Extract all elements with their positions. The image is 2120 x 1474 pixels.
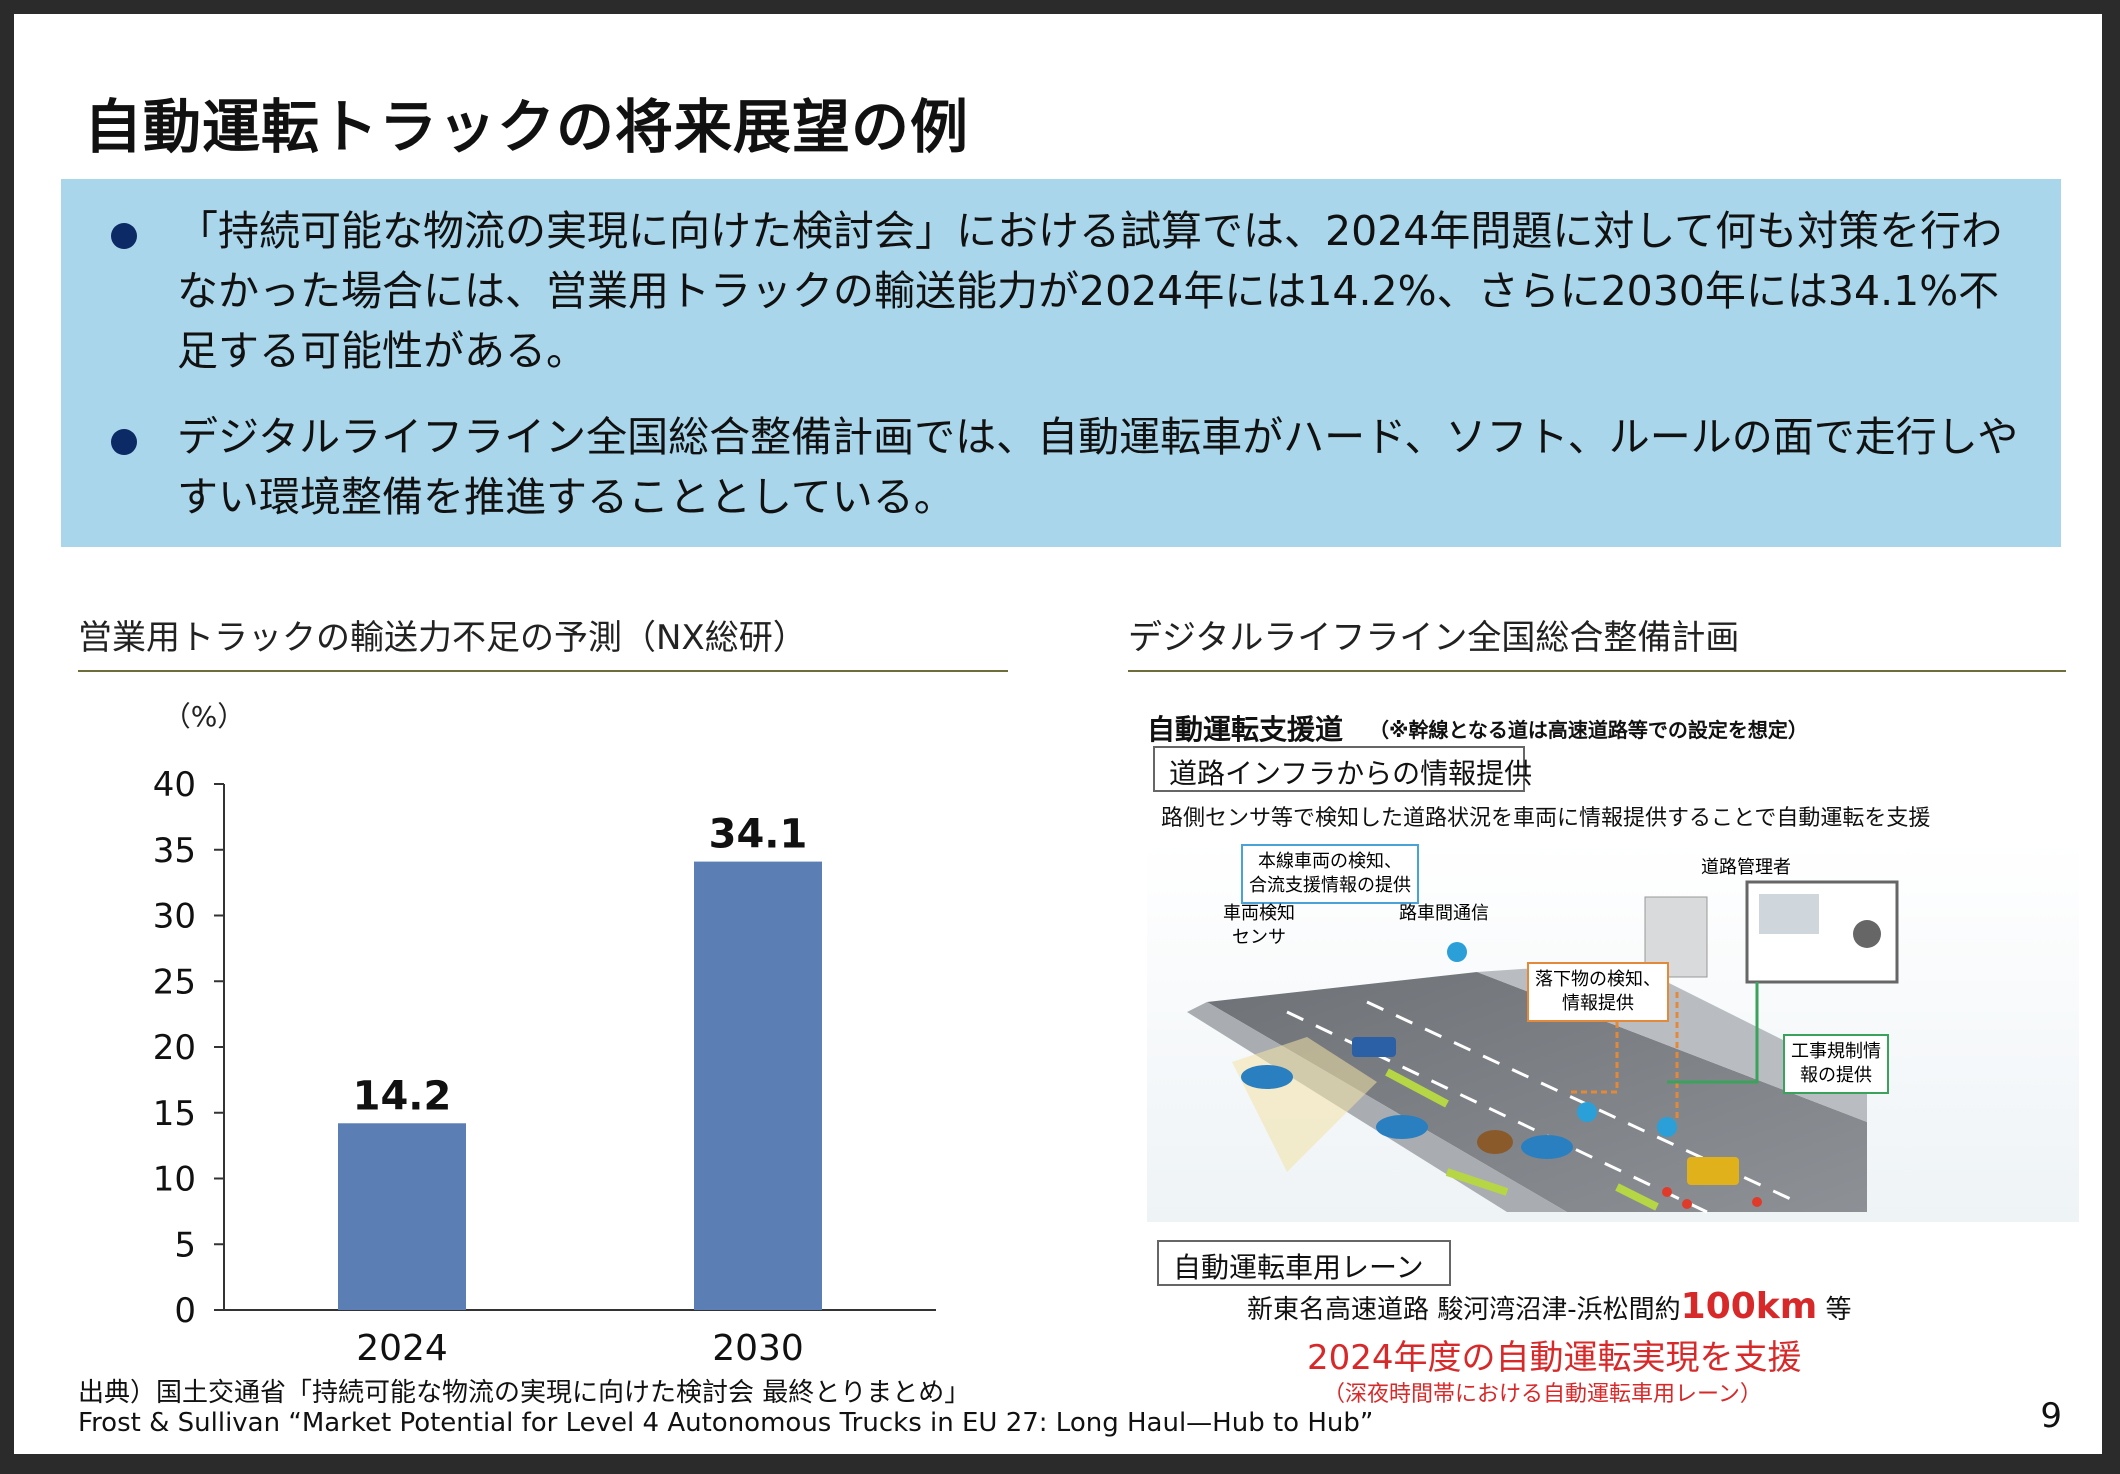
vehicle-icon xyxy=(1241,1065,1293,1089)
road-surface xyxy=(1207,972,1867,1212)
cone-icon xyxy=(1682,1199,1692,1209)
bar-value-label: 14.2 xyxy=(353,1073,452,1119)
bar-chart: （%） 0 5 10 15 20 25 30 35 40 14.2 2024 34.1 2030 xyxy=(153,700,936,1369)
y-tick-label: 40 xyxy=(153,765,196,805)
support-note: （深夜時間帯における自動運転車用レーン） xyxy=(1323,1382,1762,1407)
bar xyxy=(338,1123,466,1310)
bar-value-label: 34.1 xyxy=(709,812,808,858)
operator-icon xyxy=(1853,920,1881,948)
source-line-1: 出典）国土交通省「持続可能な物流の実現に向けた検討会 最終とりまとめ」 xyxy=(78,1378,971,1408)
info-arrow xyxy=(1667,982,1759,1084)
page-title: 自動運転トラックの将来展望の例 xyxy=(84,93,970,161)
infra-info-box: 道路インフラからの情報提供 xyxy=(1153,746,1532,792)
chart-title-rule xyxy=(78,670,1008,672)
lane-label: 自動運転車用レーン xyxy=(1173,1251,1424,1284)
route-prefix: 新東名高速道路 駿河湾沼津-浜松間約 xyxy=(1247,1295,1681,1325)
cone-icon xyxy=(1752,1197,1762,1207)
y-tick-label: 0 xyxy=(174,1291,196,1331)
autonomous-road-diagram: 自動運転支援道 （※幹線となる道は高速道路等での設定を想定） 道路インフラからの… xyxy=(1147,692,2079,1412)
callout-debris: 落下物の検知、 情報提供 xyxy=(1527,962,1669,1022)
slide: 自動運転トラックの将来展望の例 「持続可能な物流の実現に向けた検討会」における試… xyxy=(14,14,2102,1454)
lane-box: 自動運転車用レーン xyxy=(1157,1240,1451,1286)
comm-pin-icon xyxy=(1657,1117,1677,1137)
bullet-text: 「持続可能な物流の実現に向けた検討会」における試算では、2024年問題に対して何… xyxy=(177,207,2003,375)
source-line-2: Frost & Sullivan “Market Potential for L… xyxy=(78,1408,1374,1438)
direction-arrow xyxy=(1615,1183,1659,1211)
debris-icon xyxy=(1477,1130,1513,1154)
y-tick-label: 25 xyxy=(153,962,196,1002)
y-unit-label: （%） xyxy=(163,700,246,733)
callout-manager: 道路管理者 xyxy=(1701,857,1791,878)
callout-sensor: 車両検知 センサ xyxy=(1223,903,1295,948)
callout-construction: 工事規制情 報の提供 xyxy=(1783,1034,1889,1094)
diagram-title: デジタルライフライン全国総合整備計画 xyxy=(1128,618,1740,658)
summary-box: 「持続可能な物流の実現に向けた検討会」における試算では、2024年問題に対して何… xyxy=(61,179,2061,547)
bullet-dot-icon xyxy=(111,429,137,455)
vehicle-icon xyxy=(1521,1135,1573,1159)
direction-arrow xyxy=(1385,1068,1449,1108)
y-tick-label: 15 xyxy=(153,1094,196,1134)
y-tick-label: 35 xyxy=(153,831,196,871)
y-tick-label: 20 xyxy=(153,1028,196,1068)
vehicle-icon xyxy=(1376,1115,1428,1139)
truck-icon xyxy=(1352,1037,1396,1057)
bullet-dot-icon xyxy=(111,223,137,249)
diagram-heading-note: （※幹線となる道は高速道路等での設定を想定） xyxy=(1369,718,1808,742)
bullet-text: デジタルライフライン全国総合整備計画では、自動運転車がハード、ソフト、ルールの面… xyxy=(177,413,2019,521)
diagram-heading: 自動運転支援道 xyxy=(1147,713,1344,746)
cone-icon xyxy=(1662,1187,1672,1197)
road-illustration xyxy=(1147,842,2079,1222)
support-text: 2024年度の自動運転実現を支援 xyxy=(1307,1338,1802,1378)
monitor-screen xyxy=(1759,894,1819,934)
x-tick-label: 2024 xyxy=(356,1328,448,1369)
diagram-title-rule xyxy=(1128,670,2066,672)
infra-info-description: 路側センサ等で検知した道路状況を車両に情報提供することで自動運転を支援 xyxy=(1161,806,1931,831)
route-suffix: 等 xyxy=(1825,1295,1852,1325)
x-tick-label: 2030 xyxy=(712,1328,804,1369)
comm-pin-icon xyxy=(1447,942,1467,962)
info-arrow xyxy=(1567,992,1619,1094)
construction-truck-icon xyxy=(1687,1157,1739,1185)
page-number: 9 xyxy=(2040,1396,2062,1436)
bar xyxy=(694,861,822,1310)
infra-info-label: 道路インフラからの情報提供 xyxy=(1169,757,1533,790)
callout-v2i: 路車間通信 xyxy=(1399,903,1489,924)
route-distance: 100km xyxy=(1680,1286,1818,1327)
y-tick-label: 30 xyxy=(153,897,196,937)
callout-merge: 本線車両の検知、 合流支援情報の提供 xyxy=(1241,844,1419,904)
direction-arrow xyxy=(1445,1168,1509,1196)
y-tick-label: 5 xyxy=(174,1225,196,1265)
comm-pin-icon xyxy=(1577,1102,1597,1122)
chart-title: 営業用トラックの輸送力不足の予測（NX総研） xyxy=(78,618,807,658)
route-line: 新東名高速道路 駿河湾沼津-浜松間約100km 等 xyxy=(1247,1286,1852,1327)
y-tick-label: 10 xyxy=(153,1160,196,1200)
